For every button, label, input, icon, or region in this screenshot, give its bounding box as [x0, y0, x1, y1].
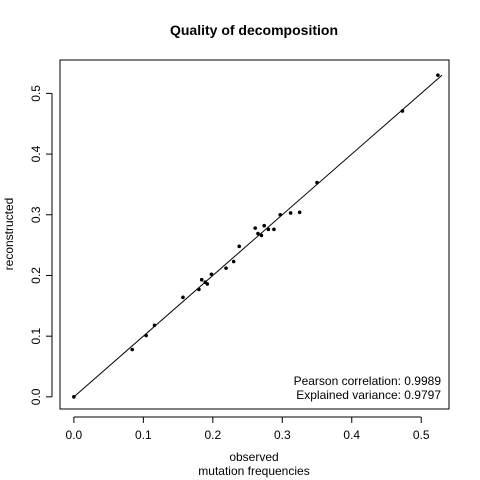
data-point — [130, 348, 134, 352]
data-point — [315, 181, 319, 185]
data-point — [224, 266, 228, 270]
y-tick-label: 0.1 — [29, 328, 43, 345]
y-tick-label: 0.2 — [29, 267, 43, 284]
annotation-explained-variance: Explained variance: 0.9797 — [296, 388, 441, 402]
y-tick-label: 0.5 — [29, 85, 43, 102]
x-tick-label: 0.2 — [204, 428, 221, 442]
annotation-pearson: Pearson correlation: 0.9989 — [294, 374, 442, 388]
y-axis: 0.0 0.1 0.2 0.3 0.4 0.5 — [29, 85, 52, 405]
x-tick-label: 0.3 — [274, 428, 291, 442]
data-point — [289, 211, 293, 215]
plot-frame — [60, 60, 449, 409]
data-point — [436, 73, 440, 77]
data-point — [401, 109, 405, 113]
data-point — [200, 278, 204, 282]
data-point — [232, 260, 236, 264]
reference-line — [74, 75, 442, 397]
data-point — [253, 226, 257, 230]
x-axis-sublabel: mutation frequencies — [198, 464, 309, 478]
x-tick-label: 0.1 — [135, 428, 152, 442]
y-axis-label: reconstructed — [2, 198, 16, 271]
data-point — [144, 334, 148, 338]
x-tick-label: 0.0 — [66, 428, 83, 442]
y-tick-label: 0.0 — [29, 388, 43, 405]
data-point — [262, 224, 266, 228]
data-point — [181, 296, 185, 300]
data-point — [267, 228, 271, 232]
y-tick-label: 0.4 — [29, 145, 43, 162]
data-point — [298, 211, 302, 215]
x-tick-label: 0.4 — [343, 428, 360, 442]
data-point — [272, 228, 276, 232]
data-point — [153, 323, 157, 327]
chart-title: Quality of decomposition — [170, 22, 338, 38]
data-point — [72, 395, 76, 399]
x-tick-label: 0.5 — [413, 428, 430, 442]
x-axis: 0.0 0.1 0.2 0.3 0.4 0.5 — [66, 417, 430, 442]
data-point — [205, 282, 209, 286]
data-point — [197, 288, 201, 292]
data-point — [256, 232, 260, 236]
data-point — [237, 245, 241, 249]
data-point — [210, 272, 214, 276]
data-point — [260, 234, 264, 238]
x-axis-label: observed — [229, 450, 278, 464]
data-point — [278, 213, 282, 217]
plot-area — [60, 60, 449, 409]
y-tick-label: 0.3 — [29, 206, 43, 223]
